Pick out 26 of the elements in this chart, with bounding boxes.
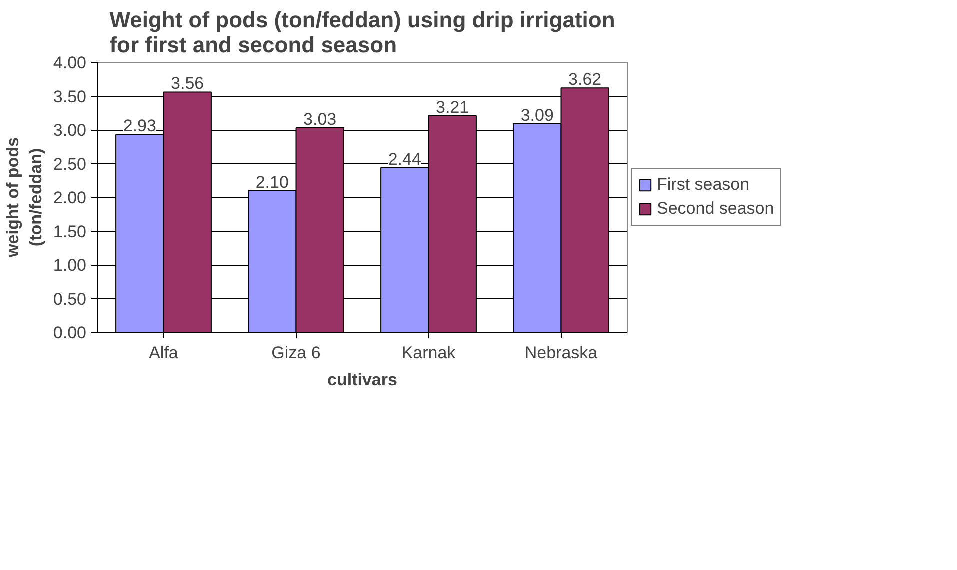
y-tick-label: 1.00 bbox=[53, 256, 87, 275]
legend-label: First season bbox=[657, 175, 750, 195]
y-tick-label: 4.00 bbox=[53, 54, 87, 72]
data-label: 3.09 bbox=[520, 106, 554, 125]
data-label: 3.21 bbox=[436, 98, 470, 117]
x-tick-label: Alfa bbox=[149, 344, 179, 362]
y-tick-label: 0.00 bbox=[53, 324, 87, 342]
y-tick-label: 1.50 bbox=[53, 222, 87, 242]
data-label: 3.03 bbox=[304, 110, 337, 129]
x-axis-title: cultivars bbox=[328, 370, 398, 390]
x-tick-label: Karnak bbox=[402, 344, 456, 362]
y-tick-label: 3.50 bbox=[53, 87, 87, 106]
chart-title: Weight of pods (ton/feddan) using drip irrigation for first and second season bbox=[110, 8, 616, 58]
x-tick-label: Giza 6 bbox=[272, 344, 321, 362]
legend-label: Second season bbox=[657, 199, 774, 219]
data-label: 3.62 bbox=[568, 70, 602, 90]
y-tick-label: 2.00 bbox=[53, 188, 87, 208]
x-tick-label: Nebraska bbox=[524, 344, 598, 362]
y-axis-title: weight of pods (ton/feddan) bbox=[4, 138, 46, 258]
data-label: 2.93 bbox=[123, 116, 156, 136]
y-tick-label: 2.50 bbox=[53, 154, 87, 174]
data-label: 2.44 bbox=[388, 150, 422, 169]
y-tick-label: 3.00 bbox=[53, 121, 87, 140]
data-label: 2.10 bbox=[256, 172, 289, 192]
data-label: 3.56 bbox=[171, 74, 204, 94]
y-tick-label: 0.50 bbox=[53, 290, 87, 309]
